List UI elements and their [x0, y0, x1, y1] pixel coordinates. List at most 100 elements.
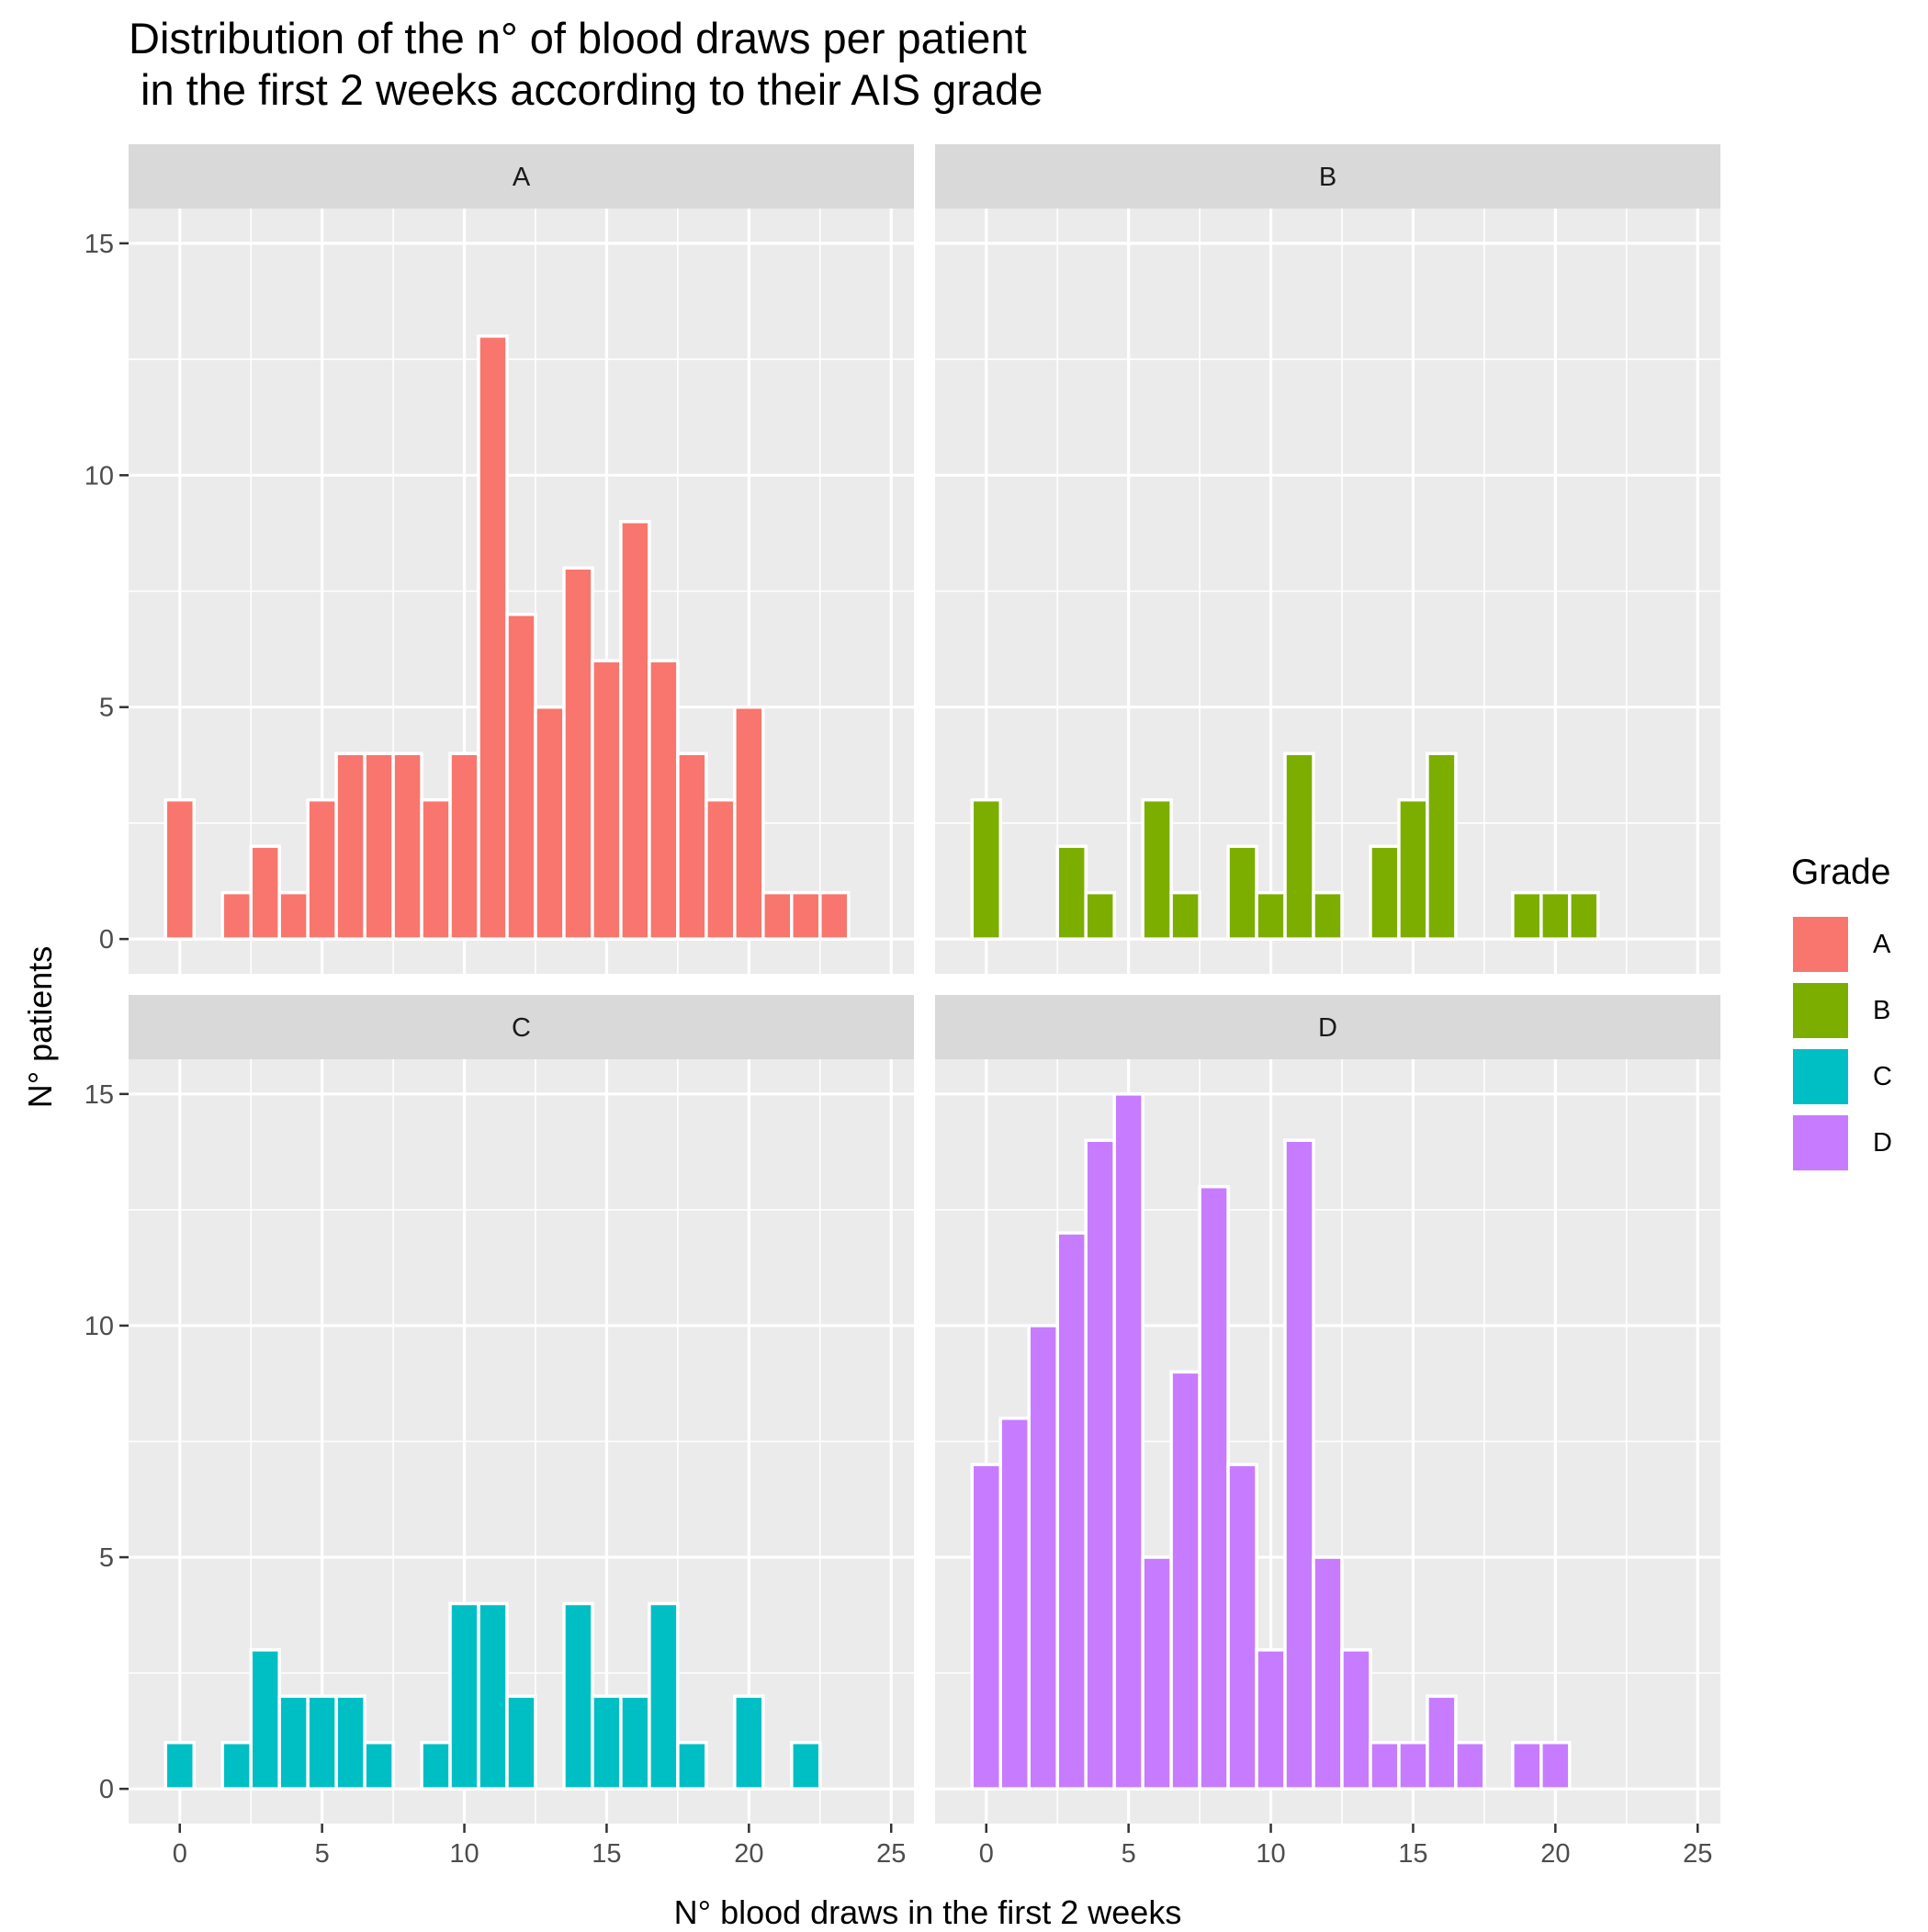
bar-d-3: [1055, 1231, 1088, 1791]
x-tick-label: 20: [1540, 1839, 1570, 1869]
legend-swatch-b: [1791, 981, 1850, 1040]
bar-b-4: [1084, 890, 1116, 941]
bar-a-22: [790, 890, 822, 941]
x-axis-label: N° blood draws in the first 2 weeks: [673, 1893, 1182, 1931]
legend-swatch-c: [1791, 1047, 1850, 1106]
bar-a-13: [534, 705, 566, 941]
bar-c-7: [363, 1741, 395, 1791]
y-tick-label: 10: [85, 461, 114, 491]
bar-d-4: [1084, 1138, 1116, 1791]
x-tick-label: 15: [1398, 1839, 1427, 1869]
bar-a-10: [448, 751, 480, 941]
bar-c-14: [562, 1601, 594, 1791]
bar-a-7: [363, 751, 395, 941]
bar-c-22: [790, 1741, 822, 1791]
bar-c-10: [448, 1601, 480, 1791]
legend: Grade A B C D: [1791, 853, 1920, 1176]
bar-c-18: [676, 1741, 708, 1791]
bar-d-20: [1539, 1741, 1572, 1791]
bar-d-17: [1454, 1741, 1486, 1791]
y-tick-label: 5: [99, 1543, 114, 1573]
legend-label-a: A: [1873, 929, 1891, 959]
bar-a-14: [562, 566, 594, 941]
x-tick-label: 5: [1122, 1839, 1136, 1869]
bar-c-15: [591, 1694, 623, 1791]
legend-swatch-d: [1791, 1113, 1850, 1172]
x-tick-label: 10: [449, 1839, 479, 1869]
bar-a-16: [619, 520, 651, 941]
y-tick-label: 0: [99, 925, 114, 955]
bar-a-12: [505, 612, 537, 941]
bar-a-18: [676, 751, 708, 941]
bar-d-7: [1169, 1370, 1201, 1791]
bar-d-5: [1112, 1092, 1144, 1791]
x-tick-label: 10: [1256, 1839, 1285, 1869]
bar-d-11: [1283, 1138, 1315, 1791]
legend-label-c: C: [1873, 1061, 1892, 1091]
bar-c-3: [249, 1648, 281, 1791]
bar-d-14: [1369, 1741, 1401, 1791]
panel-c: C 0 5 10 15 0 5 10 15 20 25: [85, 995, 914, 1869]
x-tick-label: 5: [315, 1839, 330, 1869]
strip-label-c: C: [512, 1013, 531, 1043]
bar-b-20: [1539, 890, 1572, 941]
bar-d-12: [1312, 1555, 1344, 1791]
bar-c-5: [306, 1694, 338, 1791]
panel-b: B: [935, 144, 1720, 974]
strip-b: [935, 144, 1720, 209]
legend-label-d: D: [1873, 1127, 1892, 1158]
bar-c-12: [505, 1694, 537, 1791]
legend-swatch-a: [1791, 915, 1850, 974]
strip-label-a: A: [513, 163, 531, 192]
bar-b-21: [1568, 890, 1600, 941]
bar-c-9: [420, 1741, 452, 1791]
bar-b-15: [1397, 797, 1429, 941]
x-tick-label: 0: [979, 1839, 994, 1869]
bar-c-2: [220, 1741, 253, 1791]
strip-label-d: D: [1318, 1013, 1337, 1043]
legend-item-a: A: [1791, 911, 1920, 977]
bar-a-3: [249, 844, 281, 941]
bar-d-19: [1511, 1741, 1543, 1791]
bar-b-3: [1055, 844, 1088, 941]
y-axis-label: N° patients: [21, 945, 59, 1109]
bar-d-1: [998, 1417, 1031, 1791]
bar-b-14: [1369, 844, 1401, 941]
bar-a-4: [277, 890, 310, 941]
bar-c-17: [648, 1601, 680, 1791]
bar-b-7: [1169, 890, 1201, 941]
panel-d: D 0 5 10 15 20 25: [935, 995, 1720, 1869]
bar-a-0: [163, 797, 197, 941]
x-tick-label: 20: [734, 1839, 763, 1869]
bar-a-19: [705, 797, 737, 941]
bar-d-8: [1198, 1184, 1230, 1791]
strip-a: [129, 144, 914, 209]
panel-a: A 0 5 10 15: [85, 144, 914, 974]
bar-b-12: [1312, 890, 1344, 941]
bar-b-16: [1426, 751, 1458, 941]
legend-label-b: B: [1873, 995, 1891, 1025]
bar-d-15: [1397, 1741, 1429, 1791]
bar-a-8: [391, 751, 423, 941]
bar-a-20: [733, 705, 765, 941]
legend-title: Grade: [1791, 853, 1891, 892]
y-tick-label: 5: [99, 694, 114, 723]
x-tick-label: 25: [1683, 1839, 1712, 1869]
bar-d-16: [1426, 1694, 1458, 1791]
bar-a-17: [648, 659, 680, 941]
x-tick-label: 0: [173, 1839, 187, 1869]
bar-c-16: [619, 1694, 651, 1791]
bar-b-19: [1511, 890, 1543, 941]
y-tick-label: 0: [99, 1775, 114, 1804]
legend-item-c: C: [1791, 1044, 1920, 1110]
bar-d-10: [1255, 1648, 1287, 1791]
bar-b-10: [1255, 890, 1287, 941]
bar-a-11: [477, 334, 509, 941]
bar-b-9: [1226, 844, 1258, 941]
strip-c: [129, 995, 914, 1059]
bar-d-9: [1226, 1463, 1258, 1791]
bar-d-13: [1340, 1648, 1372, 1791]
legend-item-d: D: [1791, 1110, 1920, 1176]
bar-a-2: [220, 890, 253, 941]
